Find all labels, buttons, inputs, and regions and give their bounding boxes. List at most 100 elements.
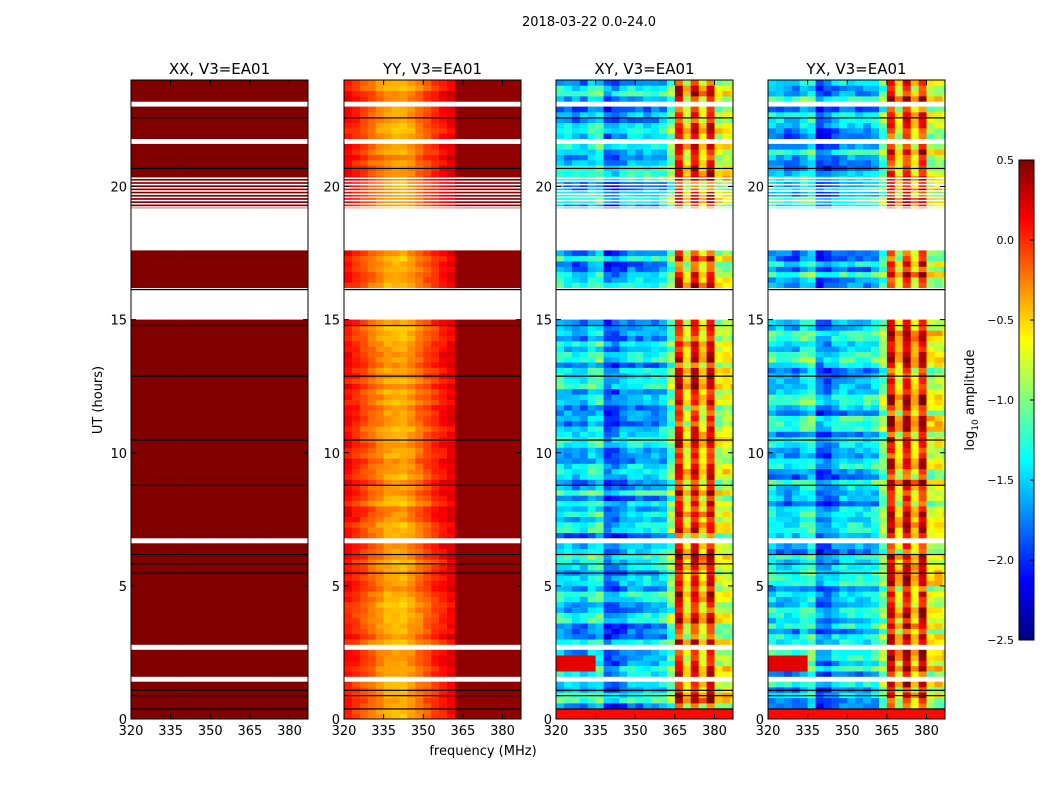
- heatmap-cell: [510, 90, 519, 97]
- heatmap-cell: [375, 628, 384, 635]
- heatmap-cell: [407, 149, 416, 155]
- heatmap-cell: [226, 399, 235, 406]
- heatmap-cell: [234, 671, 243, 677]
- heatmap-cell: [415, 410, 424, 416]
- heatmap-cell: [249, 154, 259, 161]
- heatmap-cell: [367, 474, 377, 480]
- heatmap-cell: [698, 681, 707, 688]
- heatmap-cell: [510, 671, 519, 677]
- heatmap-cell: [494, 617, 503, 624]
- heatmap-cell: [431, 431, 440, 438]
- heatmap-cell: [367, 639, 377, 645]
- heatmap-cell: [297, 479, 306, 486]
- heatmap-cell: [510, 383, 519, 390]
- heatmap-cell: [447, 261, 456, 267]
- heatmap-cell: [170, 388, 179, 395]
- heatmap-cell: [423, 522, 432, 528]
- heatmap-cell: [439, 431, 448, 438]
- heatmap-cell: [635, 681, 644, 688]
- heatmap-cell: [162, 186, 171, 193]
- heatmap-cell: [138, 585, 148, 592]
- heatmap-cell: [234, 697, 243, 704]
- heatmap-cell: [154, 660, 164, 667]
- heatmap-cell: [210, 325, 219, 331]
- heatmap-cell: [502, 452, 511, 459]
- heatmap-cell: [423, 564, 432, 571]
- heatmap-cell: [399, 713, 408, 720]
- heatmap-cell: [383, 607, 392, 613]
- heatmap-cell: [383, 271, 392, 278]
- heatmap-cell: [305, 708, 309, 715]
- heatmap-cell: [730, 681, 734, 688]
- heatmap-cell: [486, 511, 495, 517]
- heatmap-cell: [305, 266, 309, 273]
- heatmap-cell: [289, 127, 298, 134]
- heatmap-cell: [194, 649, 203, 656]
- heatmap-cell: [138, 404, 148, 411]
- heatmap-cell: [351, 362, 361, 368]
- heatmap-cell: [265, 378, 274, 384]
- heatmap-cell: [344, 367, 353, 374]
- heatmap-cell: [289, 149, 298, 155]
- heatmap-cell: [257, 271, 267, 278]
- heatmap-cell: [344, 404, 353, 411]
- heatmap-cell: [305, 106, 309, 113]
- heatmap-cell: [462, 346, 472, 352]
- heatmap-cell: [351, 159, 361, 166]
- heatmap-cell: [407, 319, 416, 326]
- heatmap-cell: [131, 612, 140, 619]
- heatmap-cell: [383, 671, 392, 677]
- heatmap-cell: [502, 479, 511, 486]
- heatmap-cell: [359, 367, 369, 374]
- heatmap-cell: [146, 633, 156, 640]
- heatmap-cell: [447, 127, 456, 134]
- heatmap-cell: [242, 463, 251, 470]
- heatmap-cell: [423, 697, 432, 704]
- heatmap-cell: [178, 90, 187, 97]
- heatmap-cell: [131, 112, 140, 118]
- heatmap-cell: [383, 154, 392, 161]
- heatmap-cell: [659, 681, 668, 688]
- heatmap-cell: [234, 639, 243, 645]
- heatmap-cell: [289, 713, 298, 720]
- heatmap-cell: [367, 277, 377, 283]
- heatmap-cell: [170, 506, 179, 512]
- heatmap-cell: [242, 447, 251, 454]
- heatmap-cell: [367, 708, 377, 715]
- heatmap-cell: [281, 90, 290, 97]
- heatmap-cell: [415, 346, 424, 352]
- heatmap-cell: [486, 143, 495, 150]
- heatmap-cell: [431, 708, 440, 715]
- heatmap-cell: [344, 628, 353, 635]
- heatmap-cell: [146, 80, 156, 86]
- heatmap-cell: [383, 500, 392, 507]
- heatmap-cell: [375, 133, 384, 139]
- heatmap-cell: [289, 468, 298, 475]
- heatmap-cell: [399, 623, 408, 629]
- heatmap-cell: [486, 378, 495, 384]
- heatmap-cell: [138, 639, 148, 645]
- heatmap-cell: [510, 543, 519, 549]
- flagged-stripe: [131, 203, 308, 205]
- heatmap-cell: [202, 447, 211, 454]
- heatmap-cell: [234, 474, 243, 480]
- heatmap-cell: [359, 580, 369, 587]
- heatmap-cell: [455, 585, 464, 592]
- heatmap-cell: [375, 159, 384, 166]
- heatmap-cell: [383, 585, 392, 592]
- heatmap-cell: [423, 117, 432, 123]
- heatmap-cell: [415, 564, 424, 571]
- heatmap-cell: [234, 580, 243, 587]
- heatmap-cell: [502, 266, 511, 273]
- heatmap-cell: [611, 681, 620, 688]
- heatmap-cell: [138, 633, 148, 640]
- heatmap-cell: [178, 266, 187, 273]
- heatmap-cell: [131, 591, 140, 597]
- heatmap-cell: [289, 367, 298, 374]
- heatmap-cell: [399, 442, 408, 448]
- heatmap-cell: [407, 426, 416, 432]
- heatmap-cell: [375, 122, 384, 129]
- heatmap-cell: [478, 122, 487, 129]
- heatmap-cell: [391, 159, 400, 166]
- heatmap-cell: [210, 388, 219, 395]
